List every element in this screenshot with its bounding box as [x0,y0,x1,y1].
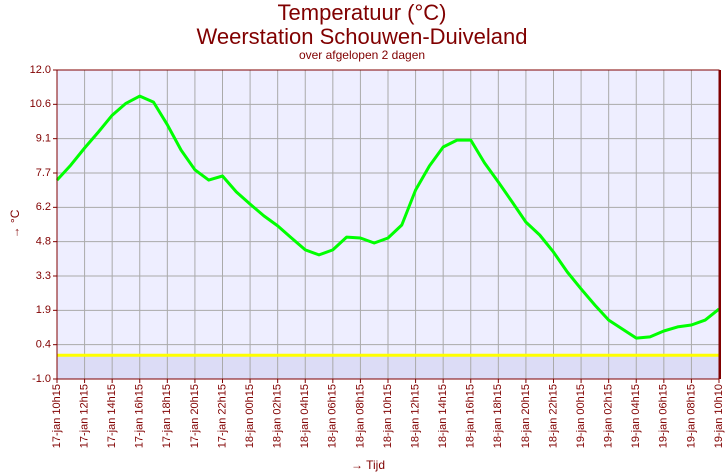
chart-note: over afgelopen 2 dagen [299,48,425,62]
y-tick-label: 12.0 [30,64,51,76]
y-tick-label: 3.3 [36,270,51,282]
chart-subtitle: Weerstation Schouwen-Duiveland [197,24,528,49]
x-tick-label: 17-jan 12h15 [78,384,90,448]
y-tick-label: 7.7 [36,167,51,179]
x-tick-label: 18-jan 06h15 [327,384,339,448]
x-tick-label: 18-jan 20h15 [520,384,532,448]
x-tick-label: 17-jan 20h15 [189,384,201,448]
x-tick-label: 17-jan 16h15 [134,384,146,448]
x-tick-label: 17-jan 22h15 [216,384,228,448]
x-tick-label: 18-jan 08h15 [354,384,366,448]
x-tick-label: 18-jan 04h15 [299,384,311,448]
temperature-line [55,94,720,340]
y-tick-label: -1.0 [32,373,51,385]
x-tick-label: 17-jan 14h15 [106,384,118,448]
x-tick-label: 19-jan 10h10 [713,384,725,448]
x-axis-label: → Tijd [351,458,385,472]
y-tick-label: 0.4 [36,339,51,351]
y-tick-label: 10.6 [30,98,51,110]
y-axis-label: → °C [8,209,22,238]
y-tick-label: 4.8 [36,236,51,248]
x-tick-label: 18-jan 02h15 [272,384,284,448]
x-tick-label: 19-jan 04h15 [630,384,642,448]
y-tick-label: 1.9 [36,304,51,316]
x-tick-label: 18-jan 14h15 [437,384,449,448]
x-tick-label: 18-jan 18h15 [492,384,504,448]
x-tick-label: 19-jan 08h15 [685,384,697,448]
x-tick-label: 18-jan 00h15 [244,384,256,448]
x-tick-label: 17-jan 10h15 [51,384,63,448]
x-tick-label: 19-jan 00h15 [575,384,587,448]
chart-title: Temperatuur (°C) [278,0,447,25]
x-tick-label: 18-jan 22h15 [547,384,559,448]
x-tick-label: 18-jan 12h15 [409,384,421,448]
x-tick-label: 17-jan 18h15 [161,384,173,448]
x-tick-label: 19-jan 02h15 [603,384,615,448]
y-tick-label: 9.1 [36,133,51,145]
y-tick-label: 6.2 [36,201,51,213]
x-tick-label: 18-jan 10h15 [382,384,394,448]
x-tick-label: 18-jan 16h15 [465,384,477,448]
x-tick-label: 19-jan 06h15 [658,384,670,448]
